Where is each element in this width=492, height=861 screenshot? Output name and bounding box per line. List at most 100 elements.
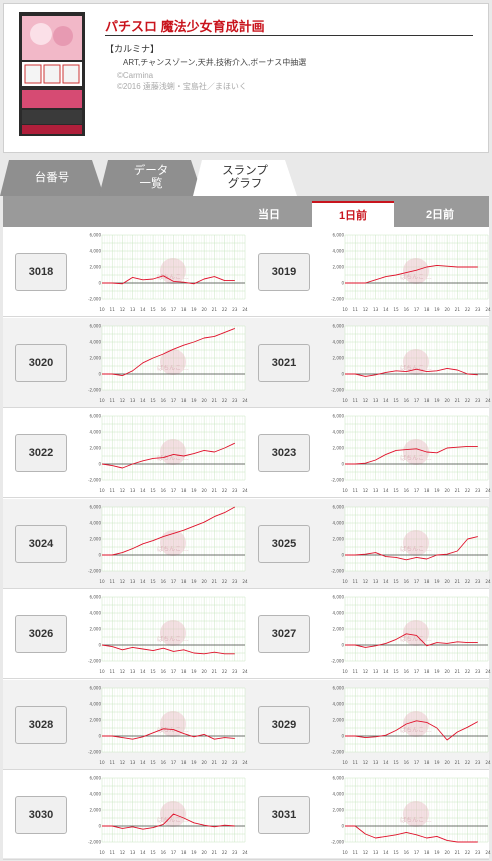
slump-graph[interactable]: ぱちんこ ... 6,000 4,000 2,000 0 -2,000 10 11 12 13 14… (326, 321, 491, 405)
watermark-text: ぱちんこ ... (400, 636, 432, 643)
machine-number-button[interactable]: 3020 (15, 343, 67, 382)
x-tick-label: 19 (434, 398, 440, 403)
x-tick-label: 18 (181, 760, 187, 765)
machine-number-button[interactable]: 3025 (258, 524, 310, 563)
x-tick-label: 23 (475, 398, 481, 403)
machine-row: 3026 ぱちんこ ... 6,000 4,000 2,000 0 -2,000 10 11 12… (3, 589, 491, 679)
x-tick-label: 22 (465, 579, 471, 584)
machine-number-button[interactable]: 3019 (258, 253, 310, 291)
y-tick-label: 2,000 (333, 355, 345, 360)
machine-number-button[interactable]: 3029 (258, 705, 310, 744)
day-tab-2-days-ago[interactable]: 2日前 (425, 209, 455, 221)
day-tab-today[interactable]: 当日 (258, 209, 280, 221)
y-tick-label: 2,000 (90, 808, 102, 813)
x-tick-label: 16 (161, 850, 167, 855)
y-tick-label: 0 (98, 733, 101, 738)
y-tick-label: 4,000 (333, 430, 345, 435)
y-tick-label: 2,000 (333, 536, 345, 541)
slump-graph[interactable]: ぱちんこ ... 6,000 4,000 2,000 0 -2,000 10 11 12 13 14… (326, 592, 491, 676)
machine-number-button[interactable]: 3018 (15, 253, 67, 291)
x-tick-label: 15 (150, 579, 156, 584)
machine-number-button[interactable]: 3023 (258, 434, 310, 472)
x-tick-label: 13 (130, 488, 136, 493)
x-tick-label: 22 (222, 850, 228, 855)
machine-number-button[interactable]: 3031 (258, 796, 310, 834)
x-tick-label: 23 (232, 398, 238, 403)
slump-graph[interactable]: ぱちんこ ... 6,000 4,000 2,000 0 -2,000 10 11 12 13 14… (326, 411, 491, 495)
x-tick-label: 16 (161, 669, 167, 674)
x-tick-label: 20 (444, 579, 450, 584)
x-tick-label: 20 (444, 669, 450, 674)
tab-data-list[interactable]: データ 一覧 (99, 160, 203, 196)
x-tick-label: 18 (181, 579, 187, 584)
slump-graph[interactable]: ぱちんこ ... 6,000 4,000 2,000 0 -2,000 10 11 12 13 14… (326, 683, 491, 767)
x-tick-label: 24 (485, 850, 491, 855)
machine-number-button[interactable]: 3024 (15, 524, 67, 563)
x-tick-label: 21 (455, 488, 461, 493)
machine-cell: 3022 ぱちんこ ... 6,000 4,000 2,000 0 -2,000 10 11 12… (3, 408, 248, 498)
machine-cell: 3023 ぱちんこ ... 6,000 4,000 2,000 0 -2,000 10 11 12… (246, 408, 491, 498)
x-tick-label: 21 (455, 850, 461, 855)
y-tick-label: 0 (341, 824, 344, 829)
x-tick-label: 11 (353, 488, 359, 493)
slump-graph[interactable]: ぱちんこ ... 6,000 4,000 2,000 0 -2,000 10 11 12 13 14… (326, 773, 491, 857)
machine-number-button[interactable]: 3026 (15, 615, 67, 653)
y-tick-label: -2,000 (331, 659, 344, 664)
y-tick-label: 6,000 (90, 595, 102, 600)
machine-cell: 3025 ぱちんこ ... 6,000 4,000 2,000 0 -2,000 10 11 12… (246, 499, 491, 589)
slump-graph[interactable]: ぱちんこ ... 6,000 4,000 2,000 0 -2,000 10 11 12 13 14… (83, 230, 248, 314)
slump-graph[interactable]: ぱちんこ ... 6,000 4,000 2,000 0 -2,000 10 11 12 13 14… (83, 411, 248, 495)
watermark-text: ぱちんこ ... (157, 455, 189, 462)
x-tick-label: 22 (222, 760, 228, 765)
x-tick-label: 10 (342, 850, 348, 855)
x-tick-label: 15 (393, 760, 399, 765)
slump-graph[interactable]: ぱちんこ ... 6,000 4,000 2,000 0 -2,000 10 11 12 13 14… (83, 683, 248, 767)
machine-number-button[interactable]: 3027 (258, 615, 310, 653)
watermark-icon (160, 529, 186, 556)
slump-graph[interactable]: ぱちんこ ... 6,000 4,000 2,000 0 -2,000 10 11 12 13 14… (326, 230, 491, 314)
x-tick-label: 17 (171, 307, 177, 312)
day-tab-1-day-ago[interactable]: 1日前 (312, 201, 394, 227)
machine-cell: 3019 ぱちんこ ... 6,000 4,000 2,000 0 -2,000 10 11 12… (246, 227, 491, 317)
machine-cell: 3018 ぱちんこ ... 6,000 4,000 2,000 0 -2,000 10 11 12… (3, 227, 248, 317)
tab-machine-number[interactable]: 台番号 (0, 160, 104, 196)
machine-cell: 3028 ぱちんこ ... 6,000 4,000 2,000 0 -2,000 10 11 12… (3, 680, 248, 770)
y-tick-label: 0 (341, 552, 344, 557)
x-tick-label: 16 (404, 398, 410, 403)
slump-line (102, 327, 235, 376)
watermark: ぱちんこ ... (400, 258, 432, 284)
x-tick-label: 24 (485, 669, 491, 674)
machine-number-button[interactable]: 3028 (15, 705, 67, 744)
y-tick-label: 2,000 (333, 808, 345, 813)
machine-number-button[interactable]: 3021 (258, 343, 310, 382)
y-tick-label: 6,000 (333, 323, 345, 328)
slump-graph[interactable]: ぱちんこ ... 6,000 4,000 2,000 0 -2,000 10 11 12 13 14… (83, 502, 248, 586)
watermark-icon (403, 801, 429, 827)
y-tick-label: -2,000 (331, 568, 344, 573)
machine-cell: 3030 ぱちんこ ... 6,000 4,000 2,000 0 -2,000 10 11 12… (3, 770, 248, 860)
slump-graph[interactable]: ぱちんこ ... 6,000 4,000 2,000 0 -2,000 10 11 12 13 14… (326, 502, 491, 586)
slump-graph[interactable]: ぱちんこ ... 6,000 4,000 2,000 0 -2,000 10 11 12 13 14… (83, 592, 248, 676)
watermark-icon (160, 620, 186, 646)
machine-number-button[interactable]: 3030 (15, 796, 67, 834)
slump-graph[interactable]: ぱちんこ ... 6,000 4,000 2,000 0 -2,000 10 11 12 13 14… (83, 773, 248, 857)
x-tick-label: 20 (201, 669, 207, 674)
x-tick-label: 11 (353, 398, 359, 403)
y-tick-label: 4,000 (90, 339, 102, 344)
x-tick-label: 22 (465, 398, 471, 403)
y-tick-label: 0 (98, 643, 101, 648)
slump-graph[interactable]: ぱちんこ ... 6,000 4,000 2,000 0 -2,000 10 11 12 13 14… (83, 321, 248, 405)
machine-number-button[interactable]: 3022 (15, 434, 67, 472)
y-tick-label: 4,000 (333, 611, 345, 616)
tab-slump-graph[interactable]: スランプ グラフ (193, 160, 297, 196)
x-tick-label: 17 (414, 398, 420, 403)
x-tick-label: 12 (120, 579, 126, 584)
watermark: ぱちんこ ... (157, 710, 189, 737)
x-tick-label: 17 (171, 850, 177, 855)
x-tick-label: 18 (181, 669, 187, 674)
y-tick-label: 6,000 (90, 776, 102, 781)
machine-cell: 3026 ぱちんこ ... 6,000 4,000 2,000 0 -2,000 10 11 12… (3, 589, 248, 679)
x-tick-label: 17 (171, 398, 177, 403)
x-tick-label: 13 (373, 398, 379, 403)
x-tick-label: 19 (434, 488, 440, 493)
